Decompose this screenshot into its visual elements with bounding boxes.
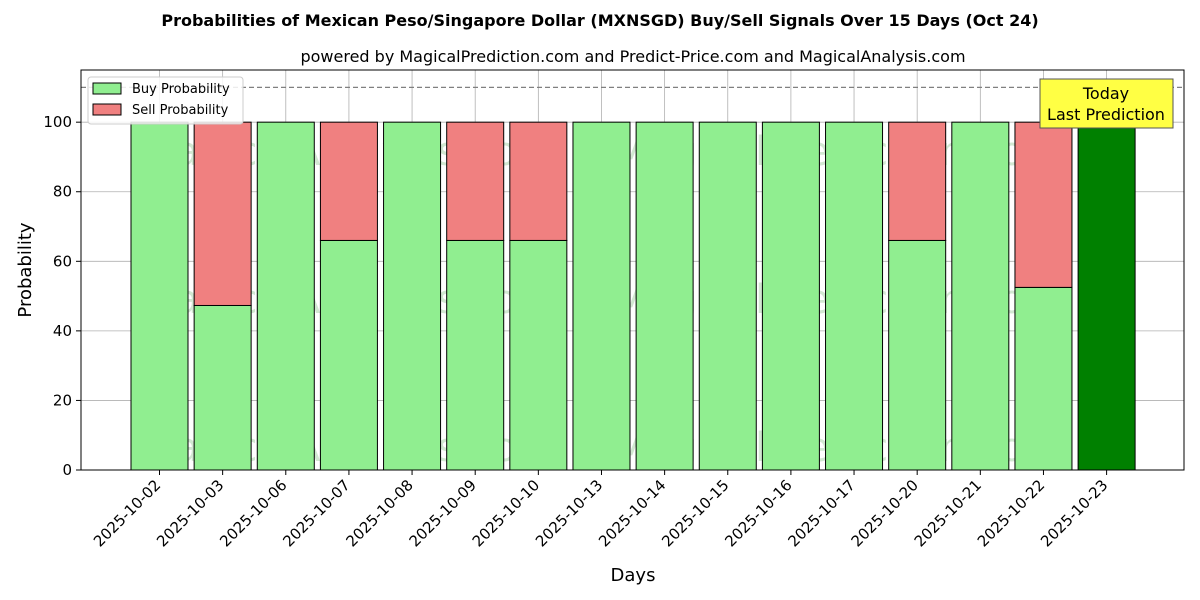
buy-bar bbox=[1014, 286, 1073, 471]
x-tick-label: 2025-10-23 bbox=[1037, 476, 1111, 550]
buy-bar bbox=[635, 121, 694, 471]
x-axis: 2025-10-022025-10-032025-10-062025-10-07… bbox=[90, 470, 1111, 550]
plot-frame bbox=[80, 69, 1185, 471]
legend-swatch bbox=[92, 103, 122, 116]
bars bbox=[130, 121, 1136, 471]
buy-bar bbox=[509, 239, 568, 471]
x-tick-label: 2025-10-17 bbox=[784, 476, 858, 550]
x-tick-label: 2025-10-09 bbox=[406, 476, 480, 550]
y-axis-label: Probability bbox=[15, 222, 36, 317]
sell-bar bbox=[888, 121, 947, 241]
legend: Buy Probability Sell Probability bbox=[87, 76, 244, 125]
buy-bar bbox=[761, 121, 820, 471]
today-annotation: Today Last Prediction bbox=[1039, 78, 1174, 129]
buy-bar bbox=[130, 121, 189, 471]
x-tick-label: 2025-10-02 bbox=[90, 476, 164, 550]
annotation-box bbox=[1039, 78, 1174, 129]
sell-bar bbox=[319, 121, 378, 241]
x-axis-label: Days bbox=[611, 565, 656, 586]
sell-bar bbox=[1014, 121, 1073, 288]
x-tick-label: 2025-10-10 bbox=[469, 476, 543, 550]
y-tick-label: 60 bbox=[53, 252, 72, 270]
annotation-text: Last Prediction bbox=[1047, 105, 1165, 124]
y-tick-label: 100 bbox=[43, 113, 72, 131]
x-tick-label: 2025-10-20 bbox=[848, 476, 922, 550]
x-tick-label: 2025-10-06 bbox=[216, 476, 290, 550]
x-tick-label: 2025-10-21 bbox=[911, 476, 985, 550]
x-tick-label: 2025-10-13 bbox=[532, 476, 606, 550]
sell-bar bbox=[193, 121, 252, 306]
x-tick-label: 2025-10-15 bbox=[658, 476, 732, 550]
x-tick-label: 2025-10-07 bbox=[279, 476, 353, 550]
sell-bar bbox=[446, 121, 505, 241]
x-tick-label: 2025-10-16 bbox=[721, 476, 795, 550]
legend-box bbox=[87, 76, 244, 125]
x-tick-label: 2025-10-22 bbox=[974, 476, 1048, 550]
y-tick-label: 0 bbox=[62, 461, 72, 479]
buy-bar bbox=[193, 304, 252, 471]
annotation-text: Today bbox=[1082, 84, 1129, 103]
legend-label: Sell Probability bbox=[132, 103, 229, 118]
buy-bar bbox=[572, 121, 631, 471]
legend-label: Buy Probability bbox=[132, 82, 230, 97]
buy-bar bbox=[446, 239, 505, 471]
buy-bar bbox=[319, 239, 378, 471]
y-tick-label: 40 bbox=[53, 322, 72, 340]
chart-subtitle: powered by MagicalPrediction.com and Pre… bbox=[300, 47, 965, 66]
buy-bar bbox=[383, 121, 442, 471]
y-tick-label: 80 bbox=[53, 183, 72, 201]
buy-bar bbox=[698, 121, 757, 471]
y-axis: 0 20 40 60 80 100 bbox=[43, 113, 81, 479]
legend-swatch bbox=[92, 82, 122, 95]
buy-bar bbox=[1077, 121, 1136, 471]
buy-bar bbox=[888, 239, 947, 471]
buy-bar bbox=[256, 121, 315, 471]
sell-bar bbox=[509, 121, 568, 241]
y-tick-label: 20 bbox=[53, 391, 72, 409]
buy-bar bbox=[825, 121, 884, 471]
x-tick-label: 2025-10-03 bbox=[153, 476, 227, 550]
x-tick-label: 2025-10-14 bbox=[595, 476, 669, 550]
buy-bar bbox=[951, 121, 1010, 471]
x-tick-label: 2025-10-08 bbox=[343, 476, 417, 550]
chart-title: Probabilities of Mexican Peso/Singapore … bbox=[161, 11, 1038, 30]
